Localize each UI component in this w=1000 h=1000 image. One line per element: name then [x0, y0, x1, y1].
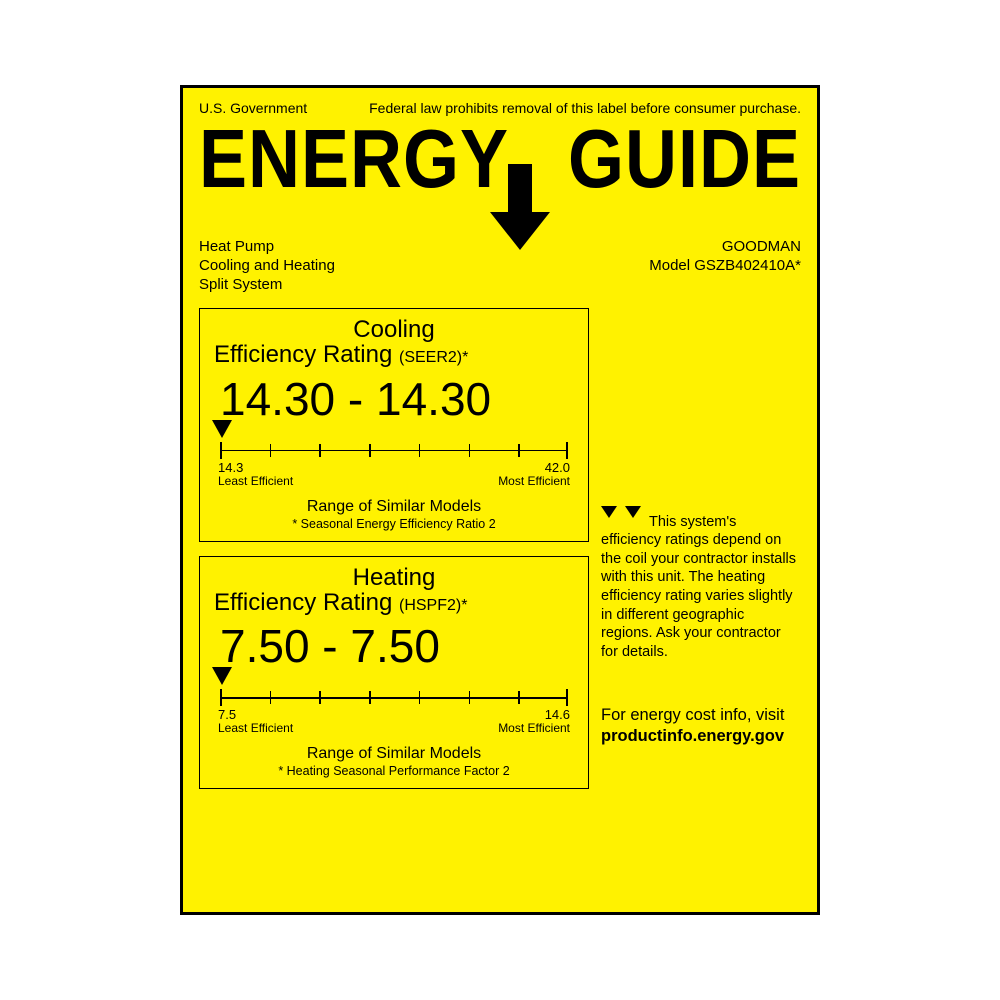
heating-max-cap: Most Efficient	[498, 721, 570, 735]
pointer-down-icon	[212, 667, 232, 687]
heating-title2b: (HSPF2)*	[399, 597, 467, 614]
product-line1: Heat Pump	[199, 238, 335, 257]
cooling-max: 42.0	[545, 460, 570, 475]
cooling-box: Cooling Efficiency Rating (SEER2)* 14.30…	[199, 308, 589, 541]
heating-title2a: Efficiency Rating	[214, 589, 392, 616]
content-row: Cooling Efficiency Rating (SEER2)* 14.30…	[199, 308, 801, 803]
heating-scale: 7.5 14.6 Least Efficient Most Efficient …	[218, 673, 570, 778]
brand-left: ENERGY	[199, 118, 509, 201]
heating-min-cap: Least Efficient	[218, 721, 293, 735]
energy-link-intro: For energy cost info, visit	[601, 705, 799, 726]
cooling-title2a: Efficiency Rating	[214, 341, 392, 368]
side-note: This system's efficiency ratings depend …	[601, 513, 799, 661]
heating-value: 7.50 - 7.50	[220, 619, 576, 673]
cooling-title2: Efficiency Rating (SEER2)*	[214, 342, 576, 367]
product-type: Heat Pump Cooling and Heating Split Syst…	[199, 238, 335, 294]
product-line3: Split System	[199, 276, 335, 295]
cooling-max-cap: Most Efficient	[498, 474, 570, 488]
cooling-value: 14.30 - 14.30	[220, 372, 576, 426]
heating-range-caption: Range of Similar Models	[218, 745, 570, 763]
energyguide-logo-row: ENERGY GUIDE	[199, 118, 801, 210]
cooling-title2b: (SEER2)*	[399, 349, 468, 366]
double-pointer-icon	[601, 506, 641, 518]
cooling-min: 14.3	[218, 460, 243, 475]
down-arrow-icon	[490, 164, 550, 252]
heating-footnote: * Heating Seasonal Performance Factor 2	[218, 764, 570, 778]
product-line2: Cooling and Heating	[199, 257, 335, 276]
heating-title1: Heating	[212, 565, 576, 590]
ratings-column: Cooling Efficiency Rating (SEER2)* 14.30…	[199, 308, 589, 803]
manufacturer: GOODMAN	[649, 238, 801, 257]
cooling-min-cap: Least Efficient	[218, 474, 293, 488]
cooling-scale: 14.3 42.0 Least Efficient Most Efficient…	[218, 426, 570, 531]
cooling-title1: Cooling	[212, 317, 576, 342]
heating-scale-line	[220, 691, 568, 705]
brand-right: GUIDE	[568, 118, 801, 201]
energy-link-url: productinfo.energy.gov	[601, 726, 799, 747]
pointer-down-icon	[212, 420, 232, 440]
energy-link-block: For energy cost info, visit productinfo.…	[601, 705, 799, 746]
heating-title2: Efficiency Rating (HSPF2)*	[214, 590, 576, 615]
model: Model GSZB402410A*	[649, 257, 801, 276]
cooling-scale-line	[220, 444, 568, 458]
side-column: This system's efficiency ratings depend …	[589, 308, 799, 803]
energy-guide-label: U.S. Government Federal law prohibits re…	[180, 85, 820, 915]
cooling-range-caption: Range of Similar Models	[218, 498, 570, 516]
heating-min: 7.5	[218, 707, 236, 722]
heating-max: 14.6	[545, 707, 570, 722]
cooling-footnote: * Seasonal Energy Efficiency Ratio 2	[218, 517, 570, 531]
manufacturer-block: GOODMAN Model GSZB402410A*	[649, 238, 801, 294]
heating-box: Heating Efficiency Rating (HSPF2)* 7.50 …	[199, 556, 589, 789]
